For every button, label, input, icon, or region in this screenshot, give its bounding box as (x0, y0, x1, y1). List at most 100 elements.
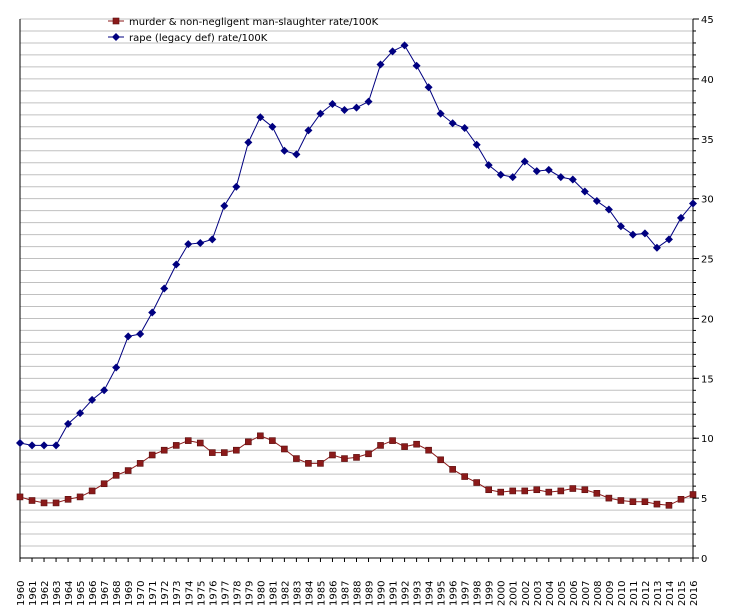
data-point-rape (412, 61, 421, 70)
x-tick-label: 1964 (64, 581, 75, 606)
data-point-rape (352, 103, 361, 112)
data-point-murder (593, 490, 601, 497)
x-tick-label: 2010 (617, 581, 628, 606)
data-point-murder (172, 442, 180, 449)
x-tick-label: 1960 (16, 581, 27, 606)
x-tick-label: 1994 (425, 581, 436, 606)
data-point-murder (497, 488, 505, 496)
data-point-murder (88, 487, 96, 495)
data-point-murder (533, 486, 541, 494)
data-point-murder (76, 493, 84, 501)
x-tick-label: 1961 (28, 581, 39, 606)
x-tick-label: 1982 (280, 581, 291, 606)
x-tick-label: 2002 (521, 581, 532, 606)
legend-marker-murder (112, 17, 120, 25)
x-tick-label: 1966 (88, 581, 99, 606)
x-tick-label: 1991 (389, 581, 400, 606)
data-point-rape (592, 197, 601, 206)
data-point-rape (172, 260, 181, 269)
legend-label-rape: rape (legacy def) rate/100K (129, 33, 268, 44)
x-tick-label: 1988 (353, 581, 364, 606)
x-tick-label: 2014 (665, 581, 676, 606)
x-tick-label: 2015 (677, 581, 688, 606)
x-tick-label: 1979 (244, 581, 255, 606)
data-point-rape (88, 395, 97, 404)
x-tick-label: 1967 (100, 581, 111, 606)
y-tick-label: 45 (701, 15, 714, 26)
data-point-murder (257, 432, 264, 440)
data-point-rape (436, 109, 445, 118)
x-tick-label: 1968 (112, 581, 123, 606)
x-tick-label: 1997 (461, 581, 472, 606)
data-point-rape (508, 173, 517, 182)
data-point-murder (148, 451, 156, 459)
data-point-murder (689, 491, 697, 498)
x-tick-label: 1986 (328, 581, 339, 606)
x-tick-label: 1981 (268, 581, 279, 606)
data-point-rape (244, 138, 253, 147)
data-point-rape (184, 240, 193, 249)
x-tick-label: 2004 (545, 581, 556, 606)
data-point-rape (268, 122, 277, 131)
data-point-rape (520, 157, 529, 166)
x-axis-ticks: 1960 1961 1962 1963 1964 1965 1966 1967 1968 1969… (16, 558, 700, 606)
data-point-murder (317, 460, 324, 467)
data-point-rape (112, 363, 121, 372)
data-point-rape (40, 441, 49, 450)
data-point-rape (424, 83, 433, 92)
data-point-murder (449, 466, 456, 473)
data-point-rape (196, 238, 205, 247)
x-tick-label: 2016 (689, 581, 700, 606)
data-point-murder (401, 443, 408, 450)
data-point-murder (329, 451, 336, 459)
data-point-murder (545, 488, 553, 496)
x-tick-label: 1973 (172, 581, 183, 606)
data-point-murder (641, 498, 649, 506)
data-point-murder (677, 496, 685, 503)
gridlines (20, 18, 693, 547)
data-point-murder (617, 497, 625, 504)
data-point-rape (676, 213, 685, 222)
data-point-rape (208, 235, 217, 244)
data-point-murder (365, 450, 372, 458)
data-point-murder (461, 473, 468, 480)
data-point-rape (292, 150, 301, 159)
data-point-rape (304, 126, 313, 135)
data-point-rape (544, 165, 553, 174)
data-point-rape (148, 308, 157, 317)
y-tick-label: 10 (701, 434, 714, 445)
data-point-rape (472, 140, 481, 149)
y-tick-label: 20 (701, 314, 714, 325)
data-point-murder (389, 437, 396, 444)
data-point-murder (305, 460, 312, 467)
data-point-murder (377, 442, 384, 449)
y-tick-label: 0 (701, 554, 707, 565)
x-tick-label: 1993 (413, 581, 424, 606)
data-point-rape (220, 201, 229, 210)
data-point-rape (256, 113, 265, 122)
x-tick-label: 1996 (449, 581, 460, 606)
data-point-murder (184, 437, 192, 444)
data-point-murder (208, 449, 216, 456)
data-point-rape (100, 386, 109, 395)
x-tick-label: 1998 (473, 581, 484, 606)
data-point-rape (232, 182, 241, 191)
data-point-murder (425, 446, 432, 454)
data-point-murder (653, 500, 661, 508)
data-point-rape (28, 441, 37, 450)
data-point-rape (124, 332, 133, 341)
y-tick-label: 25 (701, 255, 714, 266)
data-point-murder (52, 499, 60, 507)
data-point-rape (556, 173, 565, 182)
data-point-rape (616, 222, 625, 231)
data-point-rape (448, 119, 457, 128)
x-tick-label: 1985 (316, 581, 327, 606)
data-point-rape (400, 41, 409, 50)
data-point-murder (353, 454, 360, 461)
x-tick-label: 2007 (581, 581, 592, 606)
data-point-murder (485, 486, 492, 494)
data-point-rape (280, 146, 289, 155)
x-tick-label: 2001 (509, 581, 520, 606)
data-point-murder (521, 487, 529, 495)
